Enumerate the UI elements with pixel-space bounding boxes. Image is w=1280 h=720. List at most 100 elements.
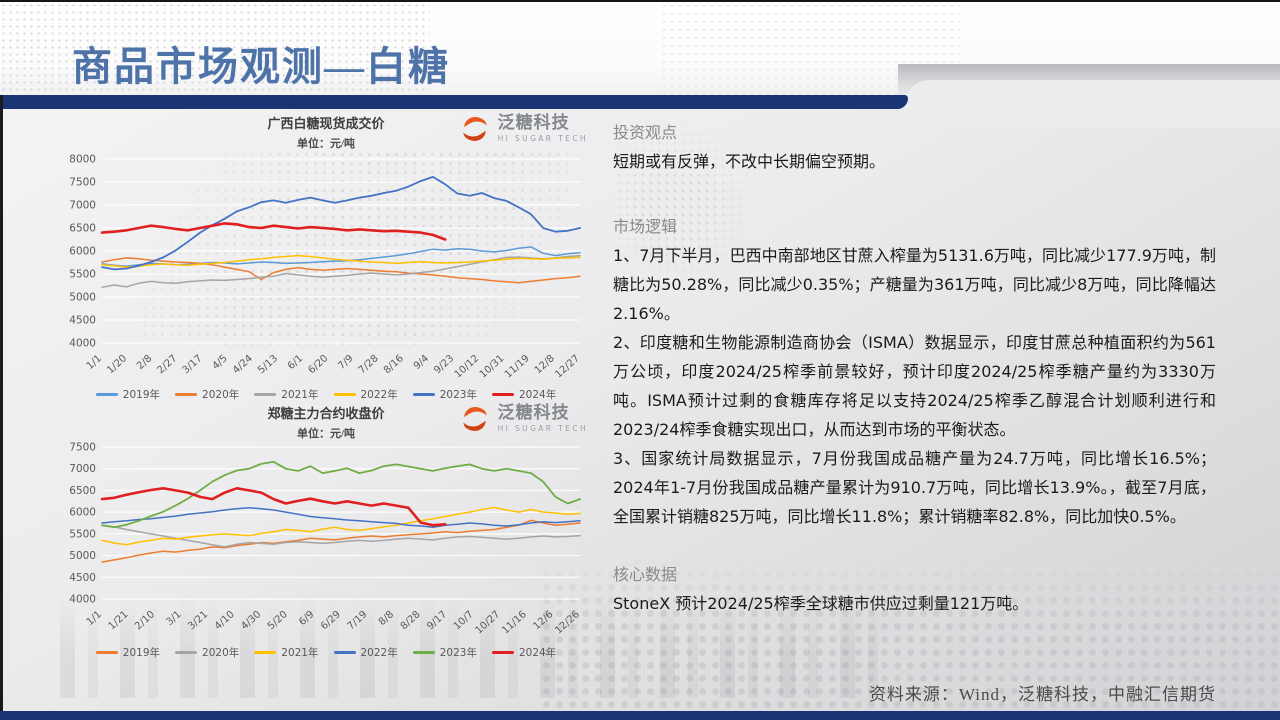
hi-sugar-tech-logo-icon	[463, 117, 487, 141]
x-axis-tick-label: 9/17	[425, 609, 449, 632]
legend-item-2023年: 2023年	[412, 645, 477, 660]
legend-item-2021年: 2021年	[254, 387, 319, 402]
y-axis-tick-label: 5500	[69, 528, 96, 540]
x-axis-tick-label: 10/27	[474, 609, 503, 636]
chart-guangxi-spot-price: 广西白糖现货成交价 单位：元/吨 泛糖科技 HI SUGAR TECH 8000…	[62, 113, 590, 402]
logo-text-block: 泛糖科技 HI SUGAR TECH	[497, 113, 588, 143]
legend-swatch	[254, 393, 277, 396]
x-axis-tick-label: 3/1	[164, 609, 183, 628]
legend-swatch	[412, 651, 435, 654]
series-line-2021年	[101, 506, 581, 546]
x-axis-tick-label: 4/24	[231, 353, 255, 376]
series-line-2023年	[101, 175, 581, 271]
top-border-line	[0, 0, 1280, 2]
x-axis-tick-label: 12/27	[553, 353, 582, 380]
x-axis-tick-label: 1/1	[85, 353, 104, 372]
series-line-2019年	[101, 246, 581, 267]
legend-swatch	[491, 650, 514, 655]
hi-sugar-tech-logo: 泛糖科技 HI SUGAR TECH	[459, 403, 588, 435]
chart1-title: 广西白糖现货成交价	[267, 116, 385, 131]
legend-label: 2022年	[360, 647, 398, 659]
x-axis-tick-label: 6/9	[297, 609, 316, 628]
y-axis-tick-label: 6000	[69, 507, 96, 519]
chart2-title: 郑糖主力合约收盘价	[267, 406, 385, 421]
x-axis-tick-label: 4/5	[210, 353, 229, 372]
series-line-2020年	[101, 524, 581, 548]
bottom-footer-bar	[0, 711, 1280, 720]
legend-label: 2019年	[122, 647, 161, 659]
hi-sugar-tech-logo-icon	[463, 407, 487, 431]
series-line-2024年	[100, 222, 447, 241]
x-axis-tick-label: 8/16	[382, 353, 406, 376]
x-axis-tick-label: 10/7	[452, 609, 476, 632]
legend-label: 2021年	[281, 389, 319, 401]
logo-name: 泛糖科技	[497, 113, 570, 134]
y-axis-tick-label: 6500	[69, 223, 96, 235]
chart2-unit-label: 单位：元/吨	[296, 428, 356, 440]
x-axis-tick-label: 6/29	[319, 609, 343, 632]
y-axis-tick-label: 7000	[69, 200, 96, 212]
legend-swatch	[333, 651, 356, 654]
x-axis-tick-label: 1/21	[107, 609, 131, 632]
legend-label: 2022年	[360, 389, 398, 401]
x-axis-tick-label: 1/20	[105, 353, 129, 376]
legend-item-2022年: 2022年	[333, 645, 398, 660]
y-axis-tick-label: 4500	[69, 572, 96, 584]
y-axis-tick-label: 4500	[69, 315, 96, 327]
logo-text-block: 泛糖科技 HI SUGAR TECH	[497, 404, 588, 433]
analysis-panel: 投资观点 短期或有反弹，不改中长期偏空预期。 市场逻辑 1、7月下半月，巴西中南…	[613, 119, 1216, 618]
y-axis-tick-label: 8000	[69, 154, 96, 166]
header-corner-notch	[904, 80, 1280, 128]
y-axis-tick-label: 4000	[69, 594, 96, 606]
x-axis-tick-label: 12/26	[553, 609, 582, 636]
chart1-unit-label: 单位：元/吨	[296, 138, 356, 150]
legend-label: 2019年	[122, 389, 161, 401]
legend-label: 2023年	[439, 647, 477, 659]
market-logic-item-3: 3、国家统计局数据显示，7月份我国成品糖产量为24.7万吨，同比增长16.5%；…	[613, 449, 1216, 526]
chart2-legend: 2019年 2020年 2021年 2022年 2023年 2024年	[62, 645, 590, 660]
legend-item-2024年: 2024年	[491, 387, 557, 402]
x-axis-tick-label: 4/10	[213, 609, 237, 632]
x-axis-tick-label: 12/6	[531, 609, 555, 632]
market-logic-item-2: 2、印度糖和生物能源制造商协会（ISMA）数据显示，印度甘蔗总种植面积约为561…	[613, 333, 1216, 439]
hi-sugar-tech-logo: 泛糖科技 HI SUGAR TECH	[459, 113, 588, 145]
left-border-line	[0, 95, 3, 720]
logo-subtitle: HI SUGAR TECH	[497, 133, 588, 143]
x-axis-tick-label: 3/21	[186, 609, 210, 632]
legend-item-2019年: 2019年	[95, 387, 161, 402]
y-axis-tick-label: 4000	[69, 338, 96, 350]
legend-label: 2020年	[202, 389, 240, 401]
legend-label: 2021年	[281, 647, 319, 659]
market-logic-item-1: 1、7月下半月，巴西中南部地区甘蔗入榨量为5131.6万吨，同比减少177.9万…	[613, 246, 1216, 323]
chart2-plot: 7500 7000 6500 6000 5500 5000 4500 4000 1/1 1/21 2…	[69, 442, 582, 637]
legend-swatch	[491, 392, 514, 397]
y-axis-tick-label: 7500	[69, 442, 96, 454]
x-axis-tick-label: 5/13	[256, 353, 280, 376]
legend-item-2019年: 2019年	[95, 645, 161, 660]
x-axis-tick-label: 9/4	[412, 353, 431, 372]
x-axis-tick-label: 2/27	[155, 353, 179, 376]
x-axis-tick-label: 2/10	[133, 609, 157, 632]
section-heading-market-logic: 市场逻辑	[613, 217, 678, 236]
y-axis-tick-label: 6500	[69, 485, 96, 497]
x-axis-tick-label: 7/9	[336, 353, 355, 372]
chart-zhengzhou-futures-close: 郑糖主力合约收盘价 单位：元/吨 泛糖科技 HI SUGAR TECH 7500…	[62, 403, 590, 660]
x-axis-tick-label: 8/28	[399, 609, 423, 632]
legend-label: 2024年	[518, 389, 557, 401]
page-title: 商品市场观测—白糖	[72, 44, 450, 89]
series-line-2022年	[101, 507, 581, 529]
y-axis-tick-label: 6000	[69, 246, 96, 258]
x-axis-tick-label: 10/12	[453, 353, 482, 380]
logo-subtitle: HI SUGAR TECH	[497, 423, 588, 433]
chart2-header: 郑糖主力合约收盘价 单位：元/吨 泛糖科技 HI SUGAR TECH	[62, 403, 590, 441]
chart1-legend: 2019年 2020年 2021年 2022年 2023年 2024年	[62, 387, 590, 402]
x-axis-tick-label: 8/8	[377, 609, 396, 628]
legend-item-2021年: 2021年	[254, 645, 319, 660]
section-heading-investment-view: 投资观点	[613, 123, 678, 142]
legend-swatch	[412, 393, 435, 396]
legend-label: 2024年	[518, 647, 557, 659]
legend-item-2024年: 2024年	[491, 645, 557, 660]
y-axis-tick-label: 5000	[69, 550, 96, 562]
series-line-2019年	[101, 519, 581, 563]
